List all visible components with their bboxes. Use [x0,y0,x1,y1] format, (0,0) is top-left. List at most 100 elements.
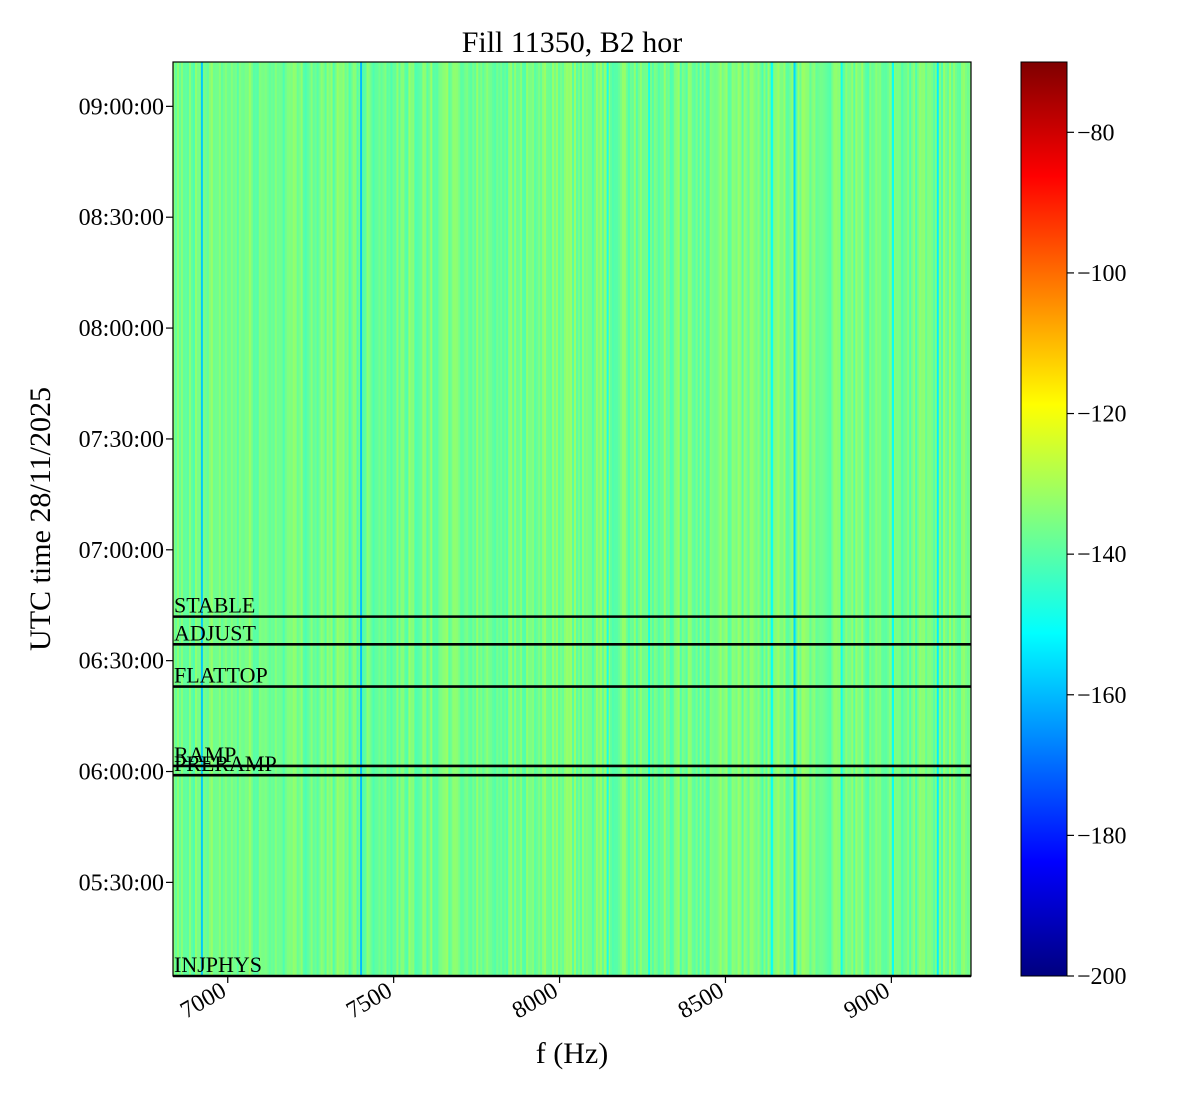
heatmap-column [572,62,575,976]
heatmap-column [819,62,822,976]
heatmap-column [560,62,563,976]
heatmap-column [967,62,970,976]
heatmap-column [446,62,449,976]
heatmap-column [777,62,781,976]
heatmap-column [314,62,318,976]
heatmap-column [651,62,655,976]
heatmap-column [629,62,633,976]
heatmap-column [575,62,579,976]
heatmap-column [210,62,214,976]
heatmap-column [458,62,461,976]
heatmap-column [536,62,539,976]
heatmap-column [356,62,360,976]
heatmap-column [689,62,693,976]
heatmap-column [919,62,922,976]
spectral-line [770,62,773,976]
heatmap-column [218,62,222,976]
heatmap-column [368,62,372,976]
heatmap-column [486,62,489,976]
heatmap-column [208,62,212,976]
heatmap-column [334,62,338,976]
heatmap-column [917,62,920,976]
heatmap-column [879,62,882,976]
heatmap-column [841,62,844,976]
heatmap-column [220,62,224,976]
heatmap-column [723,62,727,976]
colorbar-tick-label: −140 [1077,542,1127,568]
heatmap-column [753,62,757,976]
heatmap-column [747,62,751,976]
heatmap-column [230,62,234,976]
heatmap-column [933,62,936,976]
heatmap-column [204,62,208,976]
heatmap-column [362,62,366,976]
spectral-line [936,62,939,976]
heatmap-column [440,62,443,976]
heatmap-column [913,62,916,976]
heatmap-column [897,62,900,976]
heatmap-column [899,62,902,976]
heatmap-column [202,62,206,976]
heatmap-column [803,62,807,976]
heatmap-column [552,62,555,976]
heatmap-column [175,62,178,976]
heatmap-column [849,62,852,976]
heatmap-column [388,62,392,976]
heatmap-column [412,62,415,976]
heatmap-column [791,62,795,976]
heatmap-column [330,62,334,976]
heatmap-column [943,62,946,976]
heatmap-column [577,62,581,976]
heatmap-column [214,62,218,976]
heatmap-column [611,62,615,976]
heatmap-column [276,62,280,976]
heatmap-column [308,62,312,976]
heatmap-column [853,62,856,976]
y-tick-label: 07:30:00 [79,427,164,453]
heatmap-column [502,62,505,976]
heatmap-column [875,62,878,976]
heatmap-column [302,62,306,976]
heatmap-column [935,62,938,976]
heatmap-column [671,62,675,976]
heatmap-column [398,62,402,976]
heatmap-column [350,62,354,976]
heatmap-column [420,62,423,976]
heatmap-column [250,62,254,976]
heatmap-column [248,62,252,976]
colorbar-tick-label: −100 [1077,261,1127,287]
heatmap-column [707,62,711,976]
heatmap-column [380,62,384,976]
heatmap-column [585,62,589,976]
heatmap-column [438,62,441,976]
heatmap-column [542,62,545,976]
phase-label: ADJUST [174,620,256,645]
heatmap-column [236,62,240,976]
heatmap-column [418,62,421,976]
heatmap-column [546,62,549,976]
heatmap-column [424,62,427,976]
heatmap-column [665,62,669,976]
heatmap-column [494,62,497,976]
heatmap-column [408,62,412,976]
heatmap-column [296,62,300,976]
heatmap-column [530,62,533,976]
heatmap-column [436,62,439,976]
y-tick-label: 08:00:00 [79,316,164,342]
heatmap-column [404,62,408,976]
heatmap-column [516,62,519,976]
x-tick-label: 8500 [674,978,729,1025]
heatmap-column [657,62,661,976]
heatmap-column [749,62,753,976]
heatmap-column [827,62,830,976]
heatmap-column [222,62,226,976]
spectral-line [200,62,203,976]
heatmap-column [506,62,509,976]
spectral-line [840,62,843,976]
heatmap-column [402,62,406,976]
colorbar-tick-label: −160 [1077,683,1127,709]
heatmap-column [589,62,593,976]
heatmap-column [887,62,890,976]
heatmap-column [564,62,567,976]
